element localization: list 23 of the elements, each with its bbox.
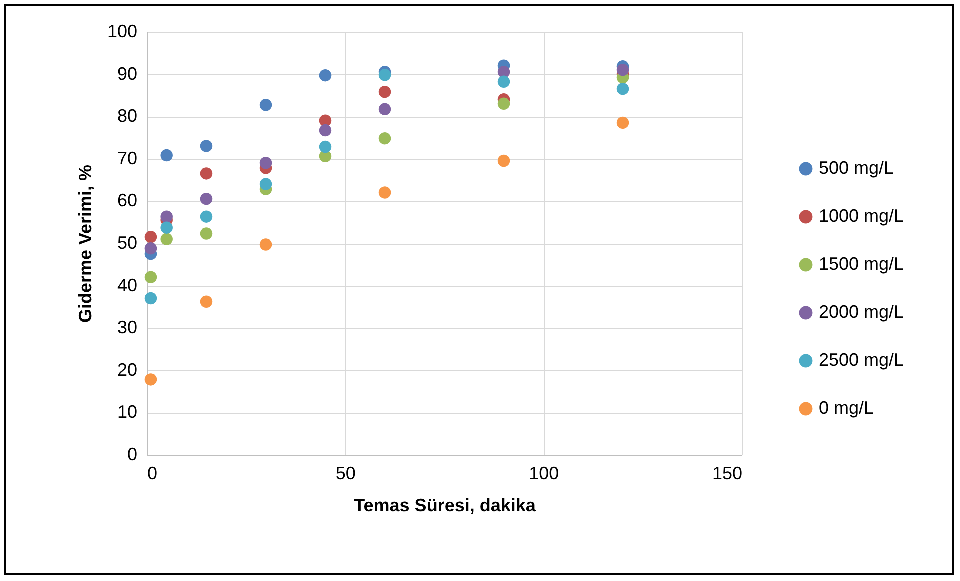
y-tick-label: 90 (117, 64, 138, 84)
y-tick-label: 50 (117, 233, 138, 253)
x-tick-label: 0 (148, 464, 158, 484)
y-tick-label: 80 (117, 106, 138, 126)
y-tick-label: 70 (117, 148, 138, 168)
legend-label: 0 mg/L (819, 398, 874, 418)
y-tick-label: 10 (117, 402, 138, 422)
y-tick-label: 100 (107, 22, 138, 42)
x-tick-label: 50 (336, 464, 356, 484)
legend-label: 1000 mg/L (819, 206, 904, 226)
legend-label: 500 mg/L (819, 158, 894, 178)
legend-label: 2500 mg/L (819, 350, 904, 370)
legend-label: 1500 mg/L (819, 254, 904, 274)
y-tick-label: 30 (117, 318, 138, 338)
y-axis-title: Giderme Verimi, % (75, 164, 96, 324)
y-tick-label: 60 (117, 190, 138, 211)
x-tick-label: 150 (712, 464, 742, 484)
x-tick-label: 100 (529, 464, 560, 484)
legend-label: 2000 mg/L (819, 302, 904, 322)
y-tick-label: 40 (117, 275, 138, 296)
x-axis-title: Temas Süresi, dakika (354, 496, 537, 516)
y-tick-label: 20 (117, 360, 138, 380)
y-tick-label: 0 (127, 444, 138, 464)
